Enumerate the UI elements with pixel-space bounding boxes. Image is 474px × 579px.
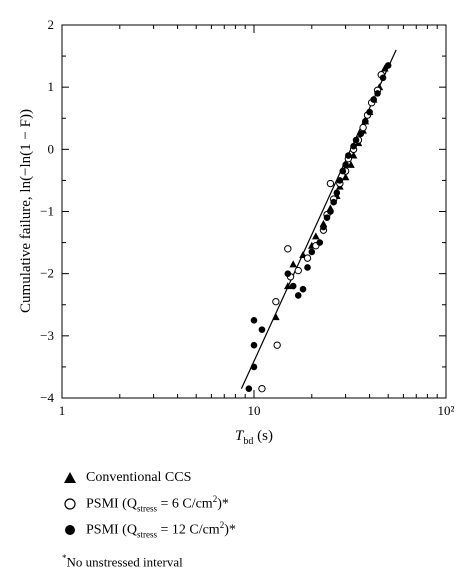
- x-tick-label: 10²: [438, 403, 455, 418]
- filled-circle-point: [284, 270, 292, 277]
- y-tick-label: −2: [40, 266, 54, 281]
- y-axis-label: Cumulative failure, ln(−ln(1 − F)): [18, 109, 34, 313]
- legend-label-conventional: Conventional CCS: [86, 470, 192, 485]
- filled-circle-point: [299, 285, 307, 293]
- y-axis-ticks: −4 −3 −2 −1 0 1 2: [40, 17, 446, 405]
- filled-circle-point: [294, 292, 302, 299]
- filled-circle-point: [250, 316, 258, 324]
- triangle-point: [380, 64, 389, 72]
- filled-circle-point: [304, 264, 311, 271]
- legend-item-psmi-6: PSMI (Qstress = 6 C/cm2)*: [62, 491, 236, 517]
- y-tick-label: 1: [48, 79, 55, 94]
- legend-item-psmi-12: PSMI (Qstress = 12 C/cm2)*: [62, 517, 236, 543]
- filled-circle-point: [289, 282, 297, 290]
- open-circle-point: [326, 179, 335, 188]
- triangle-point: [347, 160, 355, 168]
- filled-circle-point: [333, 189, 341, 197]
- filled-circle-point: [384, 62, 392, 69]
- triangle-point: [341, 173, 350, 181]
- footnote: *No unstressed interval: [62, 553, 183, 570]
- filled-circle-point: [250, 363, 258, 371]
- filled-circle-marker-icon: [65, 525, 75, 535]
- filled-circle-point: [323, 214, 331, 222]
- filled-circle-point: [336, 177, 344, 184]
- filled-circle-point: [357, 130, 365, 138]
- y-tick-label: −3: [40, 328, 54, 343]
- triangle-point: [284, 282, 292, 290]
- filled-circle-point: [330, 198, 337, 206]
- filled-circle-point: [320, 223, 327, 231]
- filled-circle-point: [245, 385, 253, 392]
- filled-circle-point: [342, 161, 349, 169]
- filled-circle-point: [327, 208, 334, 215]
- filled-circle-point: [350, 142, 357, 150]
- filled-circle-point: [362, 118, 369, 125]
- filled-circle-point: [308, 248, 316, 256]
- filled-circle-point: [316, 239, 324, 246]
- y-tick-label: −4: [40, 390, 54, 405]
- x-tick-label: 1: [59, 403, 66, 418]
- data-points: [245, 62, 392, 393]
- legend-item-conventional: Conventional CCS: [62, 465, 236, 491]
- x-tick-label: 10: [248, 403, 261, 418]
- filled-circle-point: [374, 90, 381, 97]
- triangle-point: [272, 313, 280, 321]
- filled-circle-point: [379, 74, 387, 82]
- filled-circle-point: [250, 341, 258, 349]
- filled-circle-point: [366, 108, 373, 116]
- open-circle-point: [273, 341, 281, 349]
- filled-circle-point: [258, 326, 266, 333]
- filled-circle-point: [352, 136, 360, 144]
- open-circle-point: [284, 245, 292, 253]
- filled-circle-point: [370, 96, 377, 103]
- y-tick-label: −1: [40, 204, 54, 219]
- open-circle-marker-icon: [64, 498, 76, 510]
- y-tick-label: 2: [48, 17, 55, 32]
- fit-line: [240, 49, 397, 389]
- fit-line-group: [240, 49, 397, 389]
- chart: 1 10 10² −4 −3 −2 −1 0 1 2 Tbd (s) Cumulative fa…: [18, 17, 455, 447]
- triangle-point: [289, 260, 297, 268]
- x-axis-ticks: 1 10 10²: [59, 25, 455, 418]
- triangle-point: [312, 232, 320, 240]
- open-circle-point: [294, 266, 302, 275]
- open-circle-point: [272, 297, 280, 306]
- legend: Conventional CCS PSMI (Qstress = 6 C/cm2…: [62, 465, 236, 575]
- triangle-marker-icon: [64, 472, 76, 483]
- open-circle-point: [359, 123, 367, 132]
- x-axis-label: Tbd (s): [235, 428, 273, 447]
- legend-label-psmi-6: PSMI (Qstress = 6 C/cm2)*: [86, 494, 229, 514]
- open-circle-point: [303, 254, 312, 262]
- filled-circle-point: [339, 167, 347, 175]
- open-circle-point: [258, 384, 266, 393]
- legend-label-psmi-12: PSMI (Qstress = 12 C/cm2)*: [86, 520, 236, 540]
- filled-circle-point: [345, 152, 352, 159]
- triangle-point: [349, 151, 358, 159]
- y-tick-label: 0: [48, 141, 55, 156]
